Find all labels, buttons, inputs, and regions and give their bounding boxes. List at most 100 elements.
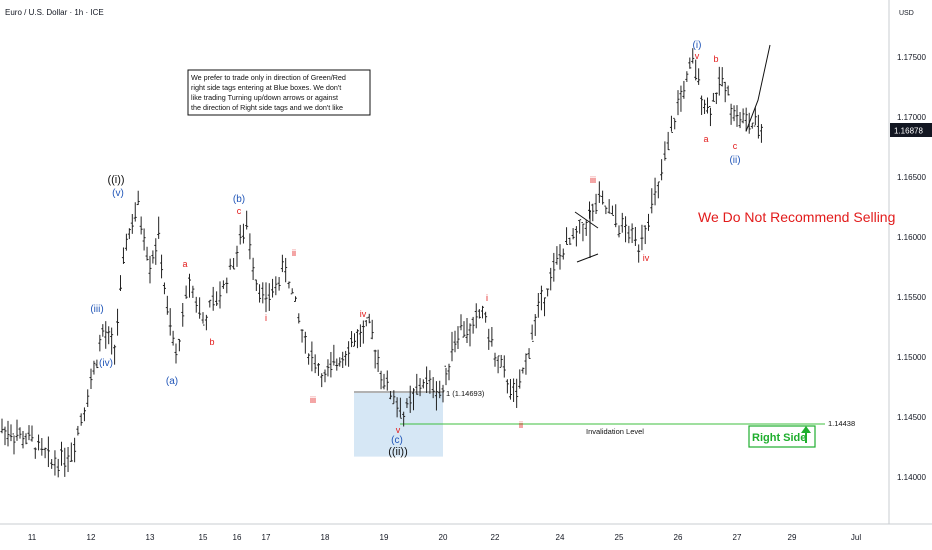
wave-label: iv: [360, 309, 367, 319]
ohlc-bar: [130, 213, 134, 234]
note-line: right side tags entering at Blue boxes. …: [191, 83, 341, 92]
ohlc-bar: [341, 351, 345, 369]
ohlc-bar: [297, 313, 301, 324]
time-tick-label: 27: [733, 533, 742, 542]
ohlc-bar: [637, 244, 641, 263]
ohlc-bar: [133, 202, 137, 222]
ohlc-bar: [30, 425, 34, 442]
ohlc-bar: [63, 447, 67, 477]
ohlc-bar: [121, 247, 125, 264]
ohlc-bar: [218, 281, 222, 309]
ohlc-bar: [12, 433, 16, 455]
ohlc-bar: [450, 331, 454, 362]
ohlc-bar: [303, 331, 307, 354]
ohlc-bar: [107, 326, 111, 345]
ohlc-bar: [418, 378, 422, 397]
time-axis-ticks: 11 12 13 15 16 17 18 19 20 22 24 25 26 27 29 Jul: [28, 533, 861, 542]
ohlc-bar: [691, 48, 695, 64]
ohlc-bar: [518, 369, 522, 389]
ohlc-bar: [194, 296, 198, 313]
ohlc-bar: [627, 225, 631, 244]
wave-label: v: [396, 425, 401, 435]
wave-label: (ii): [729, 155, 740, 166]
ohlc-bar: [338, 357, 342, 367]
ohlc-bar: [116, 308, 120, 336]
ohlc-bar: [717, 66, 721, 96]
wave-label: iii: [310, 395, 316, 405]
ohlc-bar: [581, 222, 585, 242]
ohlc-bar: [208, 299, 212, 308]
ohlc-bar: [165, 295, 169, 315]
ohlc-bar: [201, 312, 205, 326]
wave-label: v: [695, 51, 700, 61]
time-tick-label: Jul: [851, 533, 861, 542]
ohlc-bar: [456, 326, 460, 350]
wave-label: (v): [112, 188, 124, 199]
ohlc-bar: [499, 354, 503, 368]
ohlc-bar: [527, 348, 531, 359]
ohlc-bar: [373, 349, 377, 369]
ohlc-bar: [358, 324, 362, 347]
ohlc-bar: [412, 388, 415, 411]
ohlc-bar: [660, 159, 664, 181]
ohlc-bar: [720, 67, 724, 87]
time-tick-label: 24: [556, 533, 565, 542]
note-line: like trading Turning up/down arrows or a…: [191, 93, 338, 102]
ohlc-bar: [505, 379, 509, 394]
ohlc-bar: [552, 252, 556, 282]
ohlc-bar: [332, 344, 336, 366]
ohlc-bar: [604, 205, 608, 215]
ohlc-bar: [617, 225, 621, 238]
ohlc-bar: [254, 279, 258, 292]
ohlc-bar: [127, 228, 131, 240]
wave-label: c: [237, 206, 242, 216]
ohlc-bar: [558, 244, 562, 270]
price-tick-label: 1.17000: [897, 113, 926, 122]
ohlc-bar: [584, 220, 588, 236]
ohlc-bar: [555, 246, 559, 265]
ohlc-bar: [287, 281, 291, 289]
ohlc-bar: [50, 459, 54, 469]
ohlc-bar: [21, 430, 25, 449]
time-tick-label: 13: [146, 533, 155, 542]
ohlc-bar: [145, 246, 149, 261]
ohlc-bar: [139, 216, 143, 235]
ohlc-bar: [700, 95, 704, 115]
ohlc-bar: [241, 223, 245, 244]
ohlc-bar: [24, 433, 28, 445]
ohlc-bar: [232, 257, 236, 270]
wave-label: (iii): [90, 304, 103, 315]
wave-label: b: [713, 54, 718, 64]
ohlc-bar: [248, 233, 252, 260]
ohlc-bar: [447, 363, 451, 381]
ohlc-bar: [6, 420, 10, 447]
ohlc-bar: [477, 309, 481, 319]
ohlc-bar: [300, 329, 304, 343]
ohlc-bar: [578, 219, 582, 234]
ohlc-bar: [565, 227, 569, 245]
price-tick-label: 1.15000: [897, 353, 926, 362]
ohlc-bar: [591, 203, 595, 222]
ohlc-bar: [294, 296, 297, 302]
projection-line: [745, 44, 771, 132]
wave-label: ((ii)): [388, 446, 408, 458]
ohlc-bar: [515, 378, 519, 408]
ohlc-bar: [459, 314, 463, 331]
ohlc-bar: [3, 426, 7, 446]
ohlc-bar: [669, 115, 673, 133]
ohlc-bar: [267, 283, 271, 311]
ohlc-bar: [329, 351, 333, 378]
ohlc-bar: [82, 407, 86, 422]
ohlc-bar: [323, 369, 327, 383]
ohlc-bar: [310, 341, 314, 372]
ohlc-bar: [643, 225, 647, 245]
ohlc-bar: [521, 367, 525, 374]
ohlc-bar: [326, 359, 330, 377]
time-tick-label: 18: [321, 533, 330, 542]
price-tick-label: 1.14000: [897, 473, 926, 482]
ohlc-bar: [157, 216, 161, 239]
wave-label: (c): [391, 435, 403, 446]
time-tick-label: 16: [233, 533, 242, 542]
ohlc-bar: [40, 438, 44, 456]
